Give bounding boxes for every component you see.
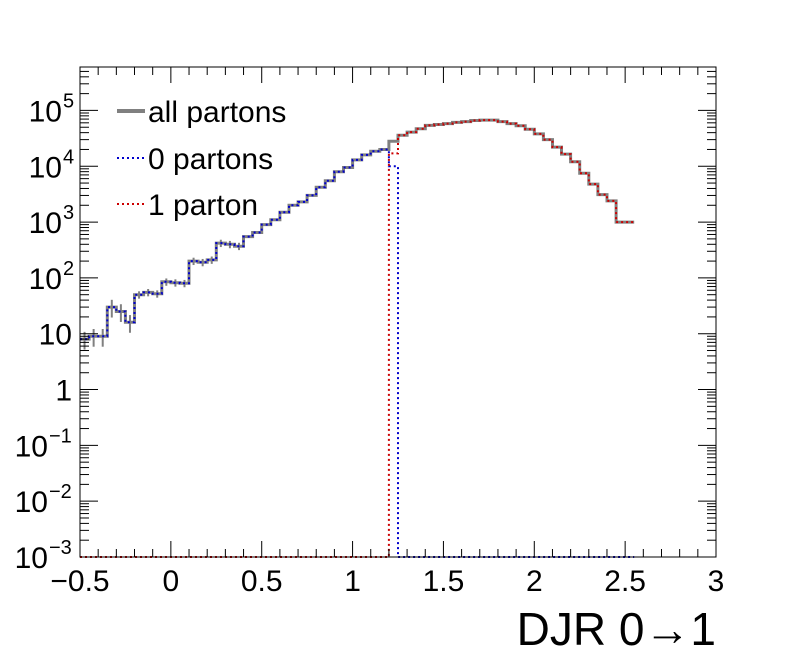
x-tick-labels: −0.5 0 0.5 1 1.5 2 2.5 3 (50, 565, 724, 598)
x-tick-label: 0.5 (241, 565, 283, 598)
y-tick-label: 10 (39, 319, 72, 352)
series-layer (80, 118, 635, 558)
legend-label-0: all partons (148, 96, 286, 129)
y-tick-exponent: 2 (63, 258, 74, 280)
x-tick-label: 2.5 (604, 565, 646, 598)
y-tick-label: 10 (15, 542, 48, 575)
y-tick-label: 10 (29, 151, 62, 184)
plot-frame (79, 66, 717, 558)
x-axis-title: DJR 0→1 (517, 603, 716, 655)
y-tick-label: 10 (29, 95, 62, 128)
x-tick-label: −0.5 (50, 565, 109, 598)
y-tick-label: 10 (15, 486, 48, 519)
y-tick-exponent: −1 (49, 425, 72, 447)
x-tick-label: 1.5 (423, 565, 465, 598)
legend: all partons 0 partons 1 parton (117, 96, 286, 222)
legend-label-2: 1 parton (148, 189, 258, 222)
y-tick-exponent: −2 (49, 481, 72, 503)
y-tick-exponent: −3 (49, 537, 72, 559)
x-tick-label: 0 (163, 565, 180, 598)
y-tick-exponent: 3 (63, 202, 74, 224)
y-tick-exponent: 5 (63, 90, 74, 112)
axis-ticks (79, 66, 717, 558)
y-tick-label: 10 (29, 207, 62, 240)
x-tick-label: 1 (344, 565, 361, 598)
x-tick-label: 2 (526, 565, 543, 598)
y-tick-label: 10 (15, 430, 48, 463)
y-tick-label: 10 (29, 263, 62, 296)
x-tick-label: 3 (708, 565, 725, 598)
y-tick-label: 1 (55, 375, 72, 408)
y-tick-exponent: 4 (63, 146, 74, 168)
legend-label-1: 0 partons (148, 143, 273, 176)
